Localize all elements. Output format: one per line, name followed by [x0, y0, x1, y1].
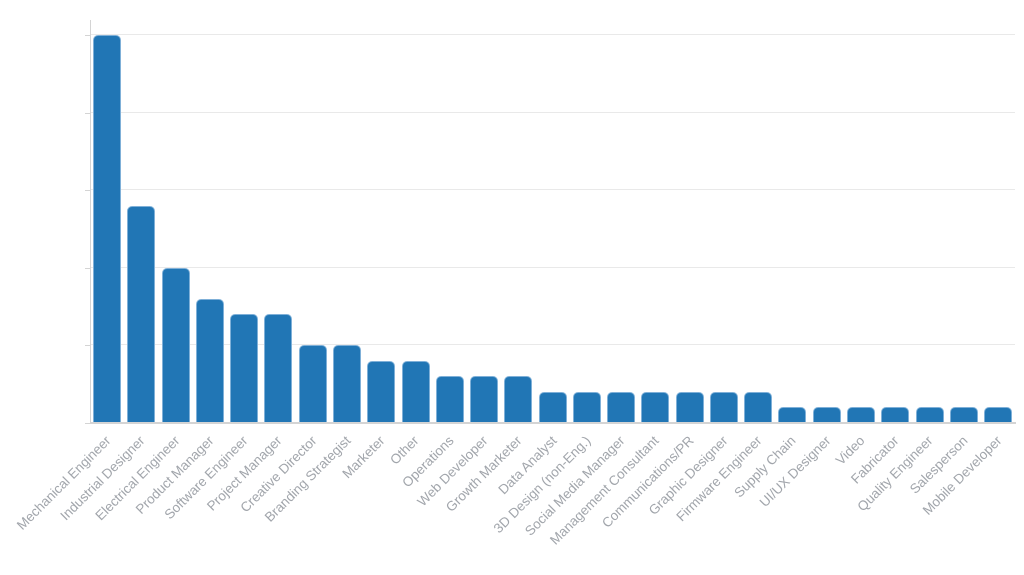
bar-communications-pr — [675, 391, 704, 423]
y-axis-tick-5 — [85, 345, 90, 347]
bar-electrical-engineer — [161, 267, 190, 423]
bar-slot — [878, 20, 912, 423]
bar-slot — [398, 20, 432, 423]
bar-web-developer — [470, 376, 499, 423]
bar-salesperson — [949, 407, 978, 423]
bar-firmware-engineer — [744, 391, 773, 423]
x-axis-line — [90, 422, 1016, 424]
bar-branding-strategist — [332, 345, 361, 423]
bar-slot — [296, 20, 330, 423]
bar-graphic-designer — [709, 391, 738, 423]
bar-slot — [741, 20, 775, 423]
bar-slot — [227, 20, 261, 423]
bar-slot — [810, 20, 844, 423]
bar-marketer — [367, 360, 396, 423]
bar-ui-ux-designer — [812, 407, 841, 423]
bar-video — [846, 407, 875, 423]
bar-social-media-manager — [607, 391, 636, 423]
bar-creative-director — [298, 345, 327, 423]
y-axis-tick-10 — [85, 267, 90, 269]
bar-quality-engineer — [915, 407, 944, 423]
bar-slot — [467, 20, 501, 423]
bar-software-engineer — [230, 314, 259, 423]
y-axis-tick-20 — [85, 112, 90, 114]
bar-project-manager — [264, 314, 293, 423]
bar-slot — [981, 20, 1015, 423]
bar-slot — [433, 20, 467, 423]
bar-other — [401, 360, 430, 423]
bar-management-consultant — [641, 391, 670, 423]
bar-slot — [604, 20, 638, 423]
bar-slot — [90, 20, 124, 423]
bars-container — [90, 20, 1015, 423]
bar-slot — [775, 20, 809, 423]
y-axis-tick-0 — [85, 423, 90, 424]
bar-slot — [638, 20, 672, 423]
bar-3d-design-non-eng- — [572, 391, 601, 423]
gridline-20 — [90, 111, 1015, 113]
bar-slot — [844, 20, 878, 423]
gridline-15 — [90, 189, 1015, 191]
bar-mechanical-engineer — [93, 35, 122, 423]
bar-slot — [364, 20, 398, 423]
y-axis-tick-15 — [85, 190, 90, 192]
gridline-10 — [90, 266, 1015, 268]
bar-growth-marketer — [504, 376, 533, 423]
bar-mobile-developer — [984, 407, 1013, 423]
bar-slot — [912, 20, 946, 423]
y-axis-line — [90, 20, 91, 424]
y-axis-tick-25 — [85, 35, 90, 36]
bar-fabricator — [881, 407, 910, 423]
bar-slot — [330, 20, 364, 423]
bar-product-manager — [195, 298, 224, 423]
bar-slot — [947, 20, 981, 423]
bar-slot — [193, 20, 227, 423]
bar-data-analyst — [538, 391, 567, 423]
bar-industrial-designer — [127, 205, 156, 423]
bar-slot — [535, 20, 569, 423]
bar-operations — [435, 376, 464, 423]
bar-slot — [124, 20, 158, 423]
bar-supply-chain — [778, 407, 807, 423]
bar-slot — [159, 20, 193, 423]
plot-area — [90, 20, 1015, 423]
gridline-25 — [90, 34, 1015, 35]
bar-slot — [707, 20, 741, 423]
bar-slot — [261, 20, 295, 423]
bar-slot — [570, 20, 604, 423]
bar-slot — [673, 20, 707, 423]
gridline-5 — [90, 344, 1015, 346]
bar-slot — [501, 20, 535, 423]
